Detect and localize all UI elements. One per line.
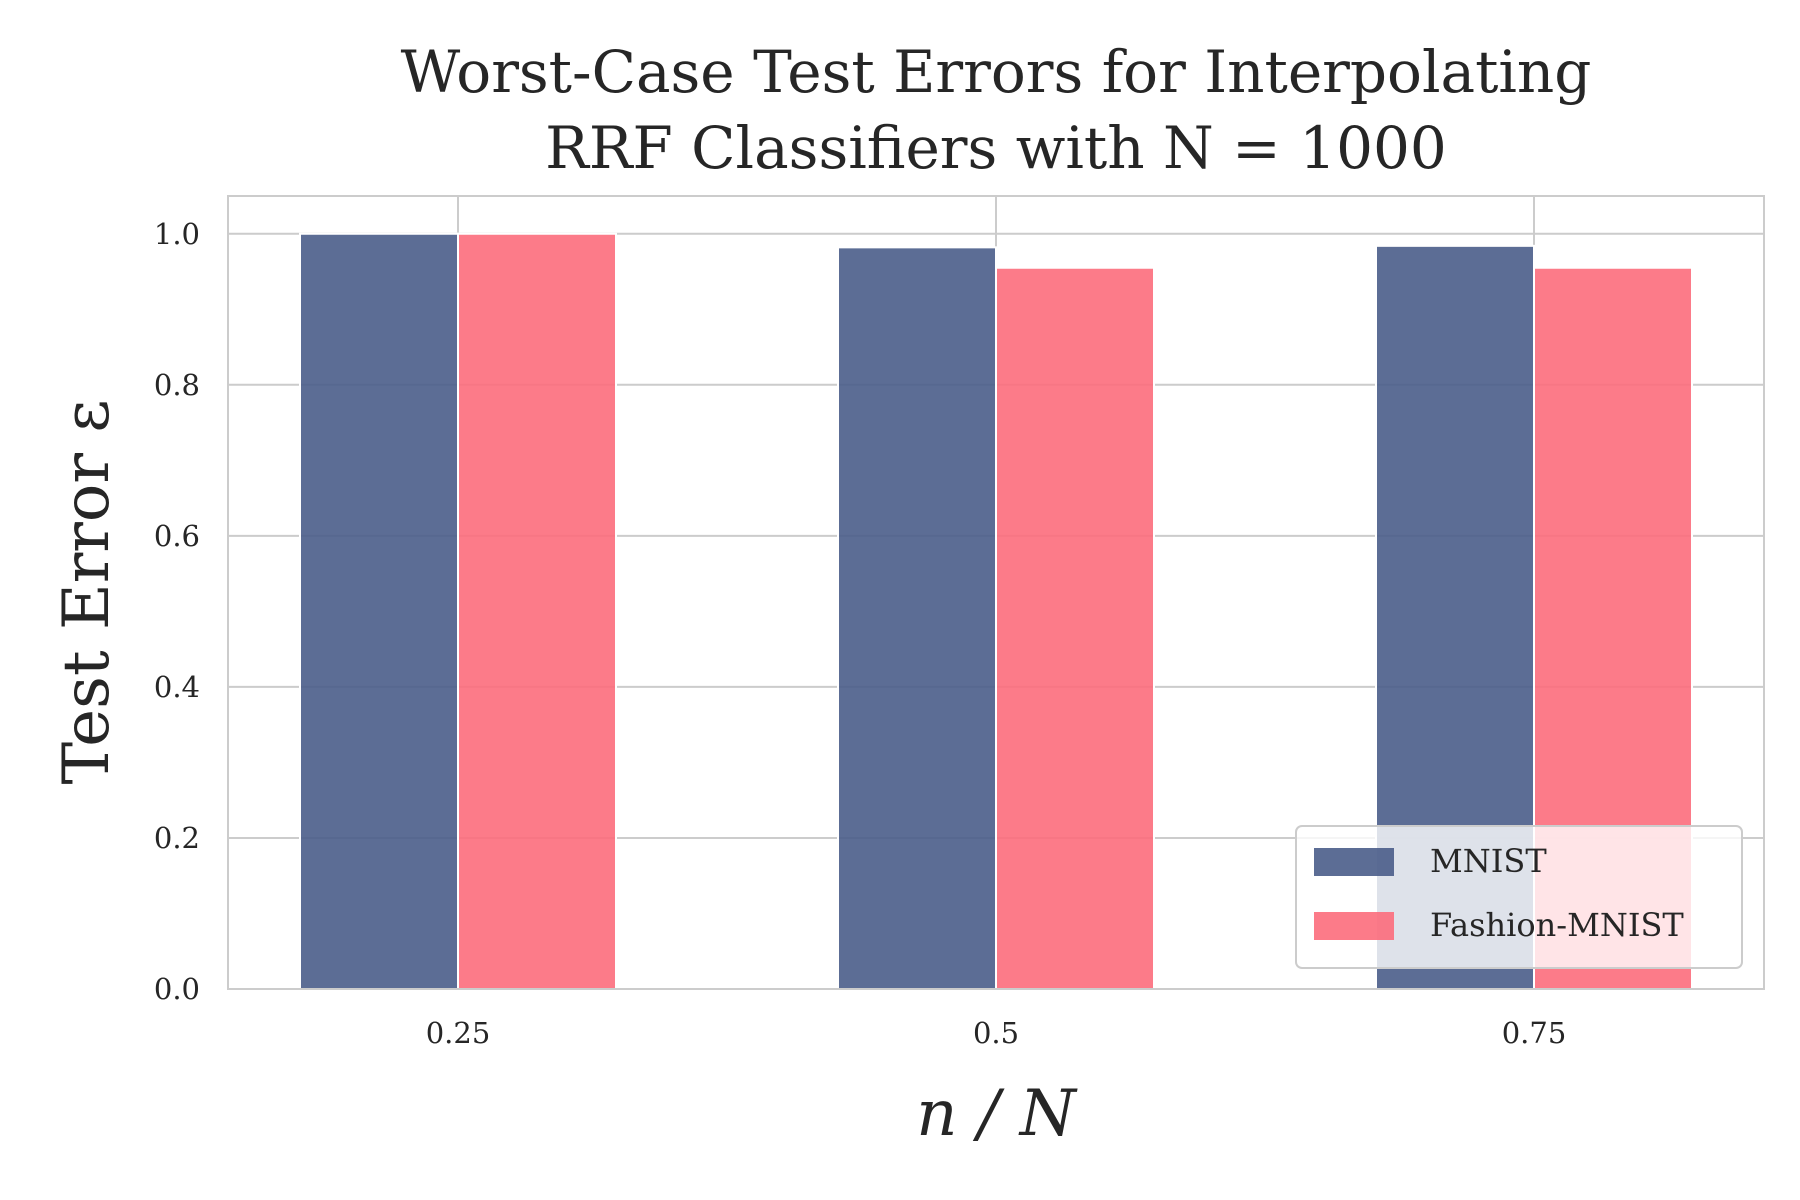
legend: MNIST Fashion-MNIST bbox=[1295, 825, 1743, 969]
x-tick-label: 0.75 bbox=[1502, 1016, 1567, 1050]
x-tick-label: 0.25 bbox=[426, 1016, 491, 1050]
bar-fashion-mnist-0_5 bbox=[995, 266, 1155, 990]
legend-label-mnist: MNIST bbox=[1430, 842, 1547, 880]
legend-swatch-mnist bbox=[1314, 848, 1394, 876]
legend-swatch-fashion-mnist bbox=[1314, 912, 1394, 940]
y-tick-labels: 0.0 0.2 0.4 0.6 0.8 1.0 bbox=[154, 217, 200, 1006]
x-axis-label: n / N bbox=[916, 1077, 1077, 1151]
x-tick-label: 0.5 bbox=[973, 1016, 1019, 1050]
y-tick-label: 0.4 bbox=[154, 670, 200, 704]
chart-title-line-1: Worst-Case Test Errors for Interpolating bbox=[401, 38, 1592, 106]
y-tick-label: 0.2 bbox=[154, 821, 200, 855]
legend-label-fashion-mnist: Fashion-MNIST bbox=[1430, 906, 1684, 944]
y-axis-label: Test Error ε bbox=[50, 399, 124, 784]
y-tick-label: 0.8 bbox=[154, 368, 200, 402]
y-tick-label: 0.6 bbox=[154, 519, 200, 553]
legend-box bbox=[1295, 825, 1743, 969]
bar-mnist-0_5 bbox=[837, 246, 997, 990]
x-tick-labels: 0.25 0.5 0.75 bbox=[426, 1016, 1567, 1050]
bar-fashion-mnist-0_25 bbox=[457, 232, 617, 990]
y-tick-label: 0.0 bbox=[154, 972, 200, 1006]
plot-frame bbox=[227, 195, 1765, 990]
bar-mnist-0_25 bbox=[299, 232, 459, 990]
chart-title-line-2: RRF Classifiers with N = 1000 bbox=[545, 114, 1447, 182]
y-tick-label: 1.0 bbox=[154, 217, 200, 251]
